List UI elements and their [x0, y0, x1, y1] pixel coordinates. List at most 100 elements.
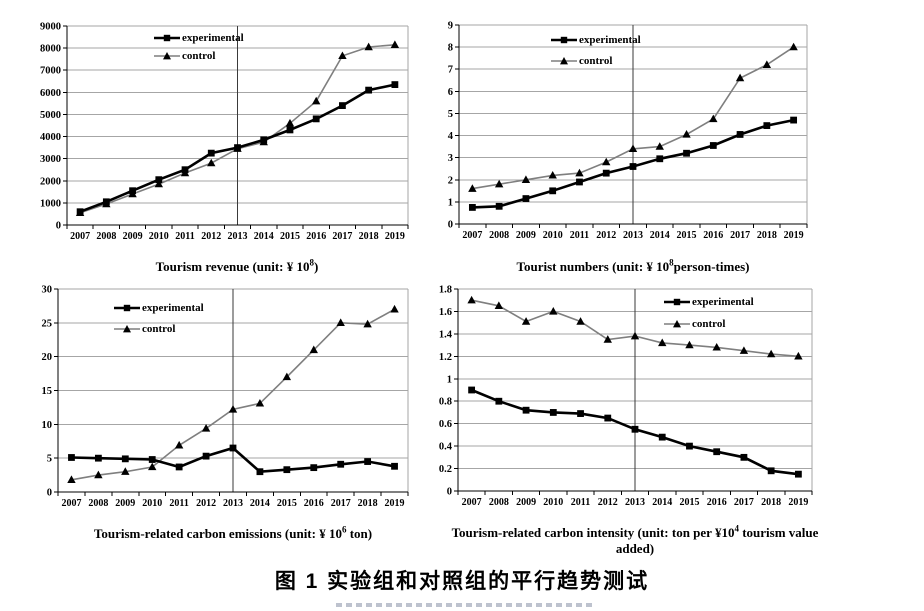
svg-text:0.2: 0.2: [439, 464, 452, 475]
svg-text:7000: 7000: [40, 66, 61, 77]
x-tick-labels: 2007 2008 2009 2010 2011 2012 2013 2014 2015 2016…: [462, 497, 809, 508]
y-tick-labels: 0 0.2 0.4 0.6 0.8 1 1.2 1.4 1.6 1.8: [439, 285, 453, 498]
legend-item-control: control: [664, 318, 754, 330]
svg-text:5: 5: [47, 454, 52, 465]
legend: experimental control: [154, 32, 244, 62]
svg-text:4: 4: [448, 131, 454, 142]
svg-text:2010: 2010: [149, 231, 169, 242]
svg-text:2008: 2008: [489, 230, 509, 241]
legend-item-control: control: [154, 50, 244, 62]
svg-text:2011: 2011: [169, 498, 188, 509]
figure-caption: 图 1 实验组和对照组的平行趋势测试: [274, 570, 650, 593]
square-marker-icon: [154, 34, 180, 42]
legend: experimental control: [664, 296, 754, 330]
svg-text:2012: 2012: [196, 498, 216, 509]
svg-text:3000: 3000: [40, 154, 61, 165]
x-tick-labels: 2007 2008 2009 2010 2011 2012 2013 2014 2015 2016…: [61, 498, 404, 509]
axes: [66, 26, 408, 226]
svg-text:2008: 2008: [96, 231, 116, 242]
svg-text:5000: 5000: [40, 110, 61, 121]
svg-text:2019: 2019: [788, 497, 808, 508]
plot-area-tourism-revenue: 0 1000 2000 3000 4000 5000 6000 7000 8000 9000 200…: [28, 13, 412, 258]
svg-text:2009: 2009: [115, 498, 135, 509]
svg-text:2017: 2017: [734, 497, 754, 508]
legend-label: control: [692, 318, 726, 330]
legend-label: experimental: [142, 302, 204, 314]
svg-text:0: 0: [47, 488, 52, 499]
svg-text:0.6: 0.6: [439, 419, 452, 430]
chart-carbon-emissions: 0 5 10 15 20 25 30 2007 2008 2009 2010 2011 2012 2013…: [28, 281, 412, 542]
svg-text:0: 0: [448, 220, 453, 231]
svg-text:2007: 2007: [70, 231, 90, 242]
svg-text:2016: 2016: [304, 498, 324, 509]
svg-text:2: 2: [448, 175, 453, 186]
svg-text:2008: 2008: [489, 497, 509, 508]
svg-text:2011: 2011: [175, 231, 194, 242]
x-axis-title: Tourist numbers (unit: ¥ 108person-times…: [516, 257, 750, 274]
series-experimental-markers: [468, 116, 798, 211]
svg-text:1: 1: [448, 197, 453, 208]
plot-area-tourist-numbers: 0 1 2 3 4 5 6 7 8 9 2007 2008 2009 2010 2011 2012 2013 20…: [443, 13, 815, 258]
svg-text:1: 1: [447, 374, 452, 385]
svg-text:2017: 2017: [332, 231, 352, 242]
chart-tourist-numbers: 0 1 2 3 4 5 6 7 8 9 2007 2008 2009 2010 2011 2012 2013 20…: [443, 13, 815, 275]
y-tick-labels: 0 1 2 3 4 5 6 7 8 9: [448, 21, 454, 231]
chart-svg: 0 1000 2000 3000 4000 5000 6000 7000 8000 9000 200…: [40, 22, 409, 242]
svg-text:2010: 2010: [543, 497, 563, 508]
svg-text:2013: 2013: [625, 497, 645, 508]
svg-text:2007: 2007: [61, 498, 81, 509]
series-experimental-markers: [468, 386, 802, 478]
svg-text:4000: 4000: [40, 132, 61, 143]
tick-marks: [455, 24, 808, 228]
plot-area-carbon-intensity: 0 0.2 0.4 0.6 0.8 1 1.2 1.4 1.6 1.8 2007 2008 2009 20…: [436, 281, 814, 524]
triangle-marker-icon: [114, 325, 140, 333]
tick-marks: [63, 25, 409, 229]
svg-text:0: 0: [447, 487, 452, 498]
svg-text:1000: 1000: [40, 198, 61, 209]
svg-text:2011: 2011: [571, 497, 590, 508]
svg-text:2010: 2010: [543, 230, 563, 241]
svg-text:2009: 2009: [123, 231, 143, 242]
triangle-marker-icon: [664, 320, 690, 328]
chart-svg: 0 5 10 15 20 25 30 2007 2008 2009 2010 2011 2012 2013…: [42, 285, 409, 509]
svg-text:2014: 2014: [254, 231, 274, 242]
svg-text:8000: 8000: [40, 44, 61, 55]
svg-text:2014: 2014: [250, 498, 270, 509]
plot-area-carbon-emissions: 0 5 10 15 20 25 30 2007 2008 2009 2010 2011 2012 2013…: [28, 281, 412, 525]
legend-label: experimental: [579, 34, 641, 46]
x-axis-title: Tourism-related carbon intensity (unit: …: [451, 523, 819, 556]
svg-text:2000: 2000: [40, 176, 61, 187]
legend-label: experimental: [692, 296, 754, 308]
svg-text:2019: 2019: [385, 231, 405, 242]
svg-text:2014: 2014: [650, 230, 670, 241]
svg-text:2013: 2013: [623, 230, 643, 241]
svg-text:2008: 2008: [88, 498, 108, 509]
legend-item-control: control: [551, 55, 641, 67]
legend-label: experimental: [182, 32, 244, 44]
svg-text:2016: 2016: [306, 231, 326, 242]
series-control-markers: [468, 42, 798, 192]
svg-text:2019: 2019: [784, 230, 804, 241]
legend-label: control: [182, 50, 216, 62]
svg-text:2007: 2007: [462, 230, 482, 241]
series-control-markers: [467, 295, 803, 360]
legend-item-experimental: experimental: [664, 296, 754, 308]
svg-text:2018: 2018: [359, 231, 379, 242]
x-tick-labels: 2007 2008 2009 2010 2011 2012 2013 2014 2015 2016…: [70, 231, 405, 242]
svg-text:2017: 2017: [331, 498, 351, 509]
svg-text:2012: 2012: [598, 497, 618, 508]
svg-text:2015: 2015: [280, 231, 300, 242]
svg-text:25: 25: [42, 318, 53, 329]
svg-text:0.4: 0.4: [439, 442, 453, 453]
series-control-markers: [67, 304, 399, 484]
axes: [458, 25, 807, 225]
svg-text:2016: 2016: [703, 230, 723, 241]
svg-text:1.6: 1.6: [439, 307, 452, 318]
svg-text:10: 10: [42, 420, 53, 431]
svg-text:2012: 2012: [201, 231, 221, 242]
legend-label: control: [579, 55, 613, 67]
legend-item-experimental: experimental: [551, 34, 641, 46]
